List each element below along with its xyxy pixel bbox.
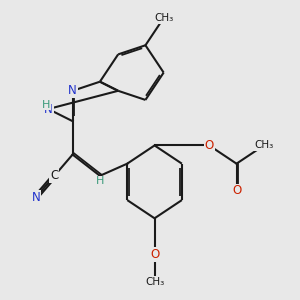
Text: N: N: [68, 84, 77, 97]
Text: CH₃: CH₃: [145, 277, 164, 287]
Text: O: O: [150, 248, 159, 261]
Text: H: H: [42, 100, 50, 110]
Text: H: H: [96, 176, 104, 186]
Text: N: N: [44, 103, 53, 116]
Text: CH₃: CH₃: [254, 140, 274, 150]
Text: C: C: [50, 169, 59, 182]
Text: CH₃: CH₃: [154, 13, 173, 23]
Text: O: O: [232, 184, 241, 197]
Text: O: O: [205, 139, 214, 152]
Text: N: N: [32, 190, 40, 204]
